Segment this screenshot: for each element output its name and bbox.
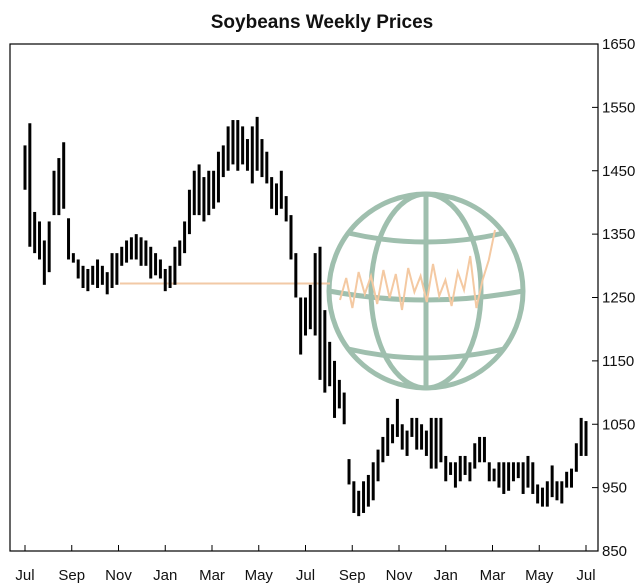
chart-title: Soybeans Weekly Prices — [211, 12, 434, 33]
x-tick-label: Nov — [105, 567, 132, 584]
y-tick-label: 950 — [602, 480, 627, 497]
x-tick-label: Mar — [199, 567, 225, 584]
x-tick-label: Mar — [480, 567, 506, 584]
x-tick-label: Jan — [434, 567, 458, 584]
y-tick-label: 1150 — [602, 353, 634, 370]
x-tick-label: May — [245, 567, 274, 584]
x-tick-label: Jul — [15, 567, 34, 584]
x-tick-label: Sep — [339, 567, 366, 584]
price-bars — [23, 116, 588, 517]
y-tick-label: 850 — [602, 543, 627, 560]
x-tick-label: Nov — [386, 567, 413, 584]
x-tick-label: May — [525, 567, 554, 584]
x-tick-label: Jan — [153, 567, 177, 584]
y-tick-label: 1250 — [602, 290, 635, 307]
globe-logo-watermark — [326, 191, 526, 391]
y-tick-label: 1050 — [602, 416, 635, 433]
globe-parallel-0 — [347, 230, 505, 245]
x-tick-label: Jul — [296, 567, 315, 584]
x-axis: Jul Sep Nov Jan Mar May Jul Sep Nov Jan Mar May Jul — [15, 545, 596, 584]
y-axis: 850 950 1050 1150 1250 1350 1450 1550 1650 — [592, 36, 635, 560]
globe-parallel-2 — [347, 346, 505, 361]
y-tick-label: 1350 — [602, 226, 635, 243]
y-tick-label: 1550 — [602, 99, 635, 116]
y-tick-label: 1450 — [602, 163, 635, 180]
x-tick-label: Jul — [576, 567, 595, 584]
x-tick-label: Sep — [58, 567, 85, 584]
y-tick-label: 1650 — [602, 36, 635, 53]
globe-price-trace — [339, 229, 496, 311]
